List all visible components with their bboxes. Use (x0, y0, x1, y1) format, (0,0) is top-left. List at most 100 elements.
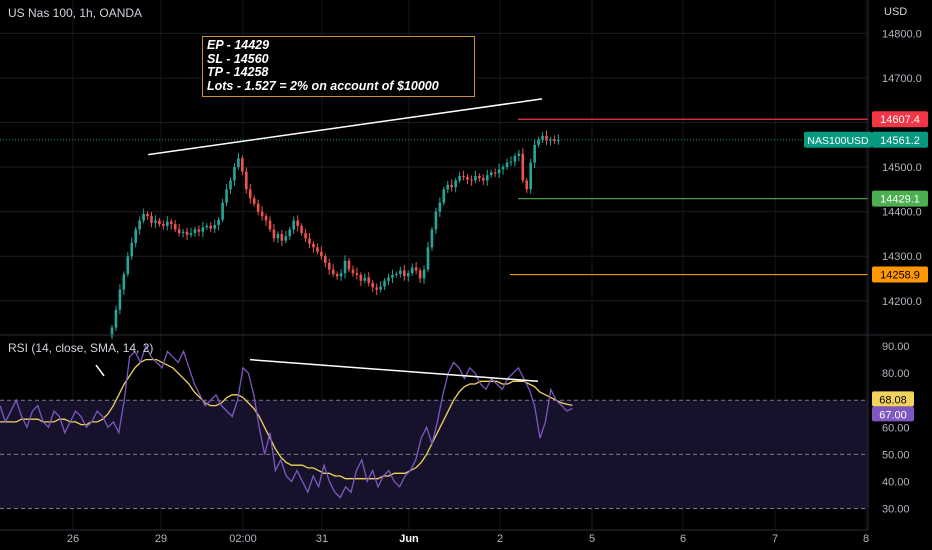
candle-body[interactable] (343, 260, 347, 274)
candle-body[interactable] (430, 229, 434, 248)
candle-body[interactable] (442, 189, 446, 203)
candle-body[interactable] (470, 179, 473, 181)
level-price-tag[interactable] (872, 111, 928, 128)
candle-body[interactable] (414, 267, 418, 271)
candle-body[interactable] (525, 180, 529, 190)
candle-body[interactable] (308, 238, 311, 244)
candle-body[interactable] (173, 224, 177, 230)
candle-body[interactable] (454, 180, 457, 188)
candle-body[interactable] (359, 274, 363, 281)
candle-body[interactable] (272, 229, 276, 239)
candle-body[interactable] (312, 243, 315, 248)
candle-body[interactable] (399, 270, 402, 275)
candle-body[interactable] (114, 309, 118, 328)
candle-body[interactable] (185, 231, 189, 235)
candle-body[interactable] (264, 216, 268, 221)
candle-body[interactable] (367, 277, 371, 283)
candle-body[interactable] (339, 273, 343, 277)
candle-body[interactable] (533, 144, 536, 163)
candle-body[interactable] (256, 203, 260, 212)
candle-body[interactable] (509, 161, 513, 163)
candle-body[interactable] (296, 220, 299, 226)
candle-body[interactable] (158, 220, 161, 225)
candle-body[interactable] (248, 189, 252, 199)
candle-body[interactable] (245, 171, 248, 190)
candle-body[interactable] (482, 178, 485, 181)
candle-body[interactable] (146, 213, 149, 217)
candle-body[interactable] (217, 219, 220, 226)
candle-body[interactable] (446, 184, 450, 190)
rsi-trendline[interactable] (249, 358, 539, 383)
candle-body[interactable] (501, 167, 505, 170)
candle-body[interactable] (406, 273, 410, 277)
rsi-value-tag[interactable] (872, 406, 914, 422)
rsi-pane[interactable] (0, 344, 868, 509)
candle-body[interactable] (379, 286, 382, 290)
candle-body[interactable] (280, 233, 284, 241)
candle-body[interactable] (316, 247, 319, 252)
candle-body[interactable] (320, 251, 323, 257)
candle-body[interactable] (375, 287, 378, 290)
candle-body[interactable] (331, 269, 335, 275)
candle-body[interactable] (347, 260, 351, 270)
candle-body[interactable] (201, 227, 205, 232)
candle-body[interactable] (177, 229, 181, 234)
candle-body[interactable] (418, 270, 422, 279)
candle-body[interactable] (252, 198, 256, 204)
candle-body[interactable] (489, 172, 493, 176)
candle-body[interactable] (197, 229, 201, 232)
candle-body[interactable] (241, 158, 244, 172)
candle-body[interactable] (395, 274, 398, 276)
candle-body[interactable] (284, 236, 288, 241)
candle-body[interactable] (426, 247, 430, 270)
candle-body[interactable] (169, 221, 173, 225)
candle-body[interactable] (513, 155, 517, 162)
candle-body[interactable] (205, 225, 209, 228)
candle-body[interactable] (300, 225, 303, 234)
candle-body[interactable] (351, 269, 355, 274)
candle-body[interactable] (288, 229, 292, 237)
last-price-tag[interactable] (872, 131, 928, 148)
candle-body[interactable] (422, 269, 426, 279)
candle-body[interactable] (458, 176, 461, 181)
candle-body[interactable] (434, 211, 438, 230)
candle-body[interactable] (126, 256, 130, 275)
candle-body[interactable] (324, 256, 327, 263)
rsi-indicator-label[interactable]: RSI (14, close, SMA, 14, 2) (8, 341, 154, 355)
candle-body[interactable] (304, 233, 307, 239)
candle-body[interactable] (229, 180, 232, 190)
candle-body[interactable] (410, 267, 414, 274)
candle-body[interactable] (189, 233, 193, 235)
candle-body[interactable] (383, 280, 386, 287)
candle-body[interactable] (462, 176, 465, 177)
candle-body[interactable] (466, 176, 469, 180)
candle-body[interactable] (355, 273, 359, 275)
trade-note-box[interactable]: EP - 14429 SL - 14560 TP - 14258 Lots - … (202, 36, 475, 97)
candle-body[interactable] (505, 162, 509, 168)
candle-body[interactable] (130, 242, 134, 257)
candle-body[interactable] (553, 139, 556, 142)
candle-body[interactable] (154, 220, 157, 223)
candle-body[interactable] (225, 189, 228, 203)
candle-body[interactable] (122, 274, 126, 290)
candle-body[interactable] (363, 277, 367, 281)
candle-body[interactable] (438, 202, 442, 212)
rsi-value-tag[interactable] (872, 391, 914, 407)
candle-body[interactable] (327, 262, 331, 270)
candle-body[interactable] (335, 274, 339, 277)
candle-body[interactable] (450, 184, 453, 188)
candle-body[interactable] (233, 167, 236, 181)
candle-body[interactable] (371, 282, 374, 288)
candle-body[interactable] (387, 277, 390, 281)
candle-body[interactable] (150, 216, 153, 223)
symbol-tag[interactable] (804, 131, 872, 148)
candle-body[interactable] (541, 135, 544, 140)
candle-body[interactable] (162, 224, 165, 226)
price-trendline[interactable] (148, 98, 543, 156)
candle-body[interactable] (545, 135, 548, 141)
candle-body[interactable] (276, 233, 280, 239)
candle-body[interactable] (134, 229, 137, 243)
level-price-tag[interactable] (872, 190, 928, 207)
candle-body[interactable] (478, 176, 481, 179)
candle-body[interactable] (260, 211, 264, 217)
